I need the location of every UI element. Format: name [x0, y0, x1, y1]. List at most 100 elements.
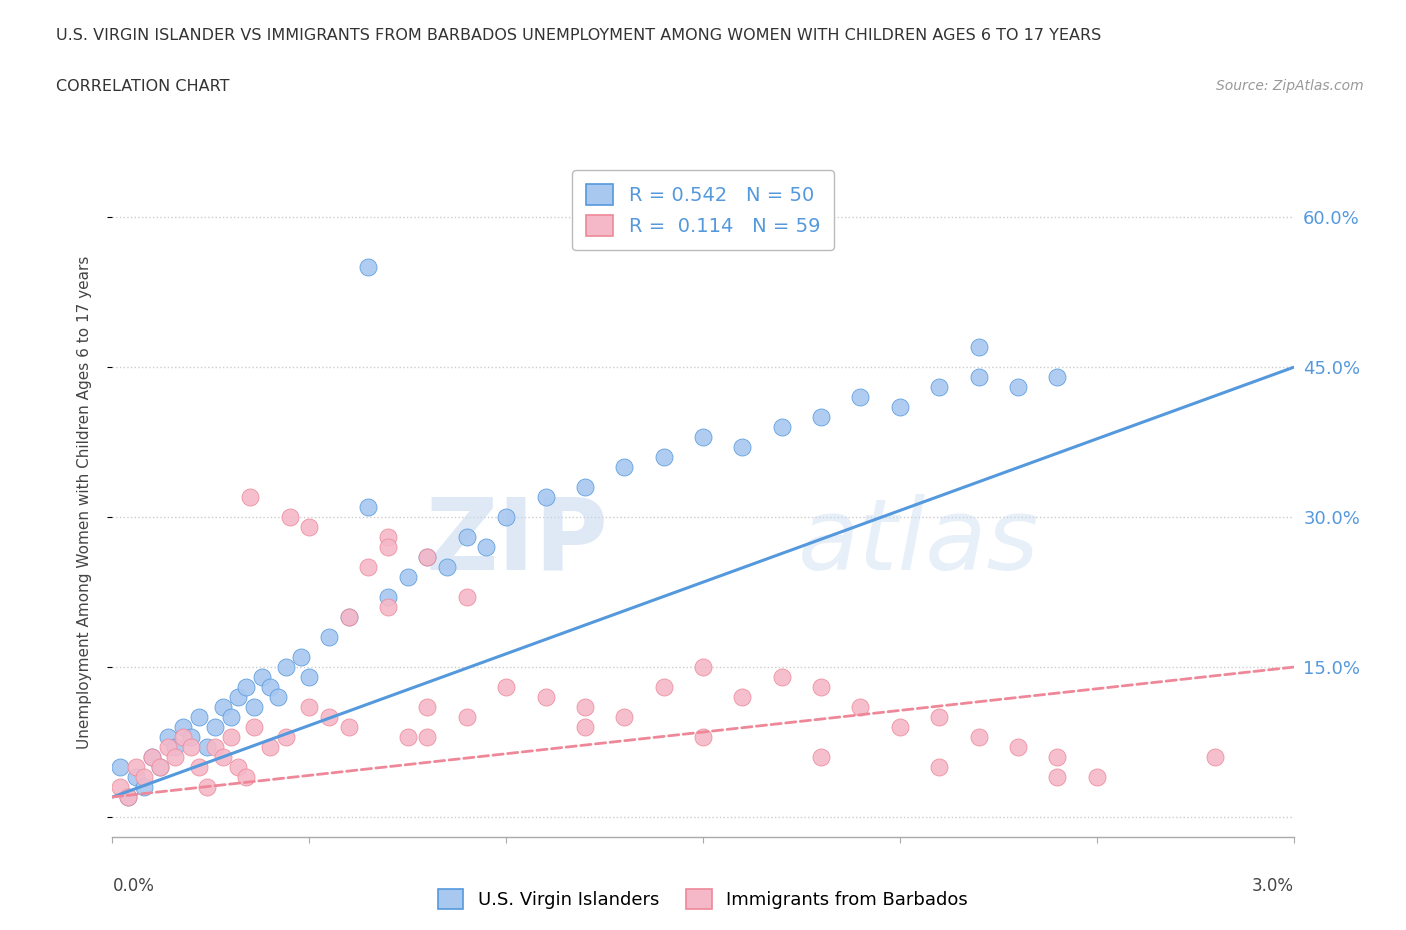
Point: [318, 630, 340, 644]
Point: [1046, 370, 1069, 385]
Point: [141, 750, 163, 764]
Point: [1085, 770, 1108, 785]
Point: [156, 739, 179, 754]
Point: [180, 730, 202, 745]
Point: [377, 590, 399, 604]
Point: [259, 739, 281, 754]
Point: [692, 730, 714, 745]
Point: [928, 760, 950, 775]
Point: [337, 610, 360, 625]
Point: [928, 710, 950, 724]
Point: [172, 730, 194, 745]
Point: [416, 730, 439, 745]
Text: ZIP: ZIP: [426, 494, 609, 591]
Point: [204, 739, 226, 754]
Point: [456, 530, 478, 545]
Point: [574, 720, 596, 735]
Point: [534, 490, 557, 505]
Point: [1046, 750, 1069, 764]
Point: [274, 730, 297, 745]
Point: [377, 600, 399, 615]
Point: [928, 379, 950, 394]
Point: [1046, 770, 1069, 785]
Point: [574, 480, 596, 495]
Point: [377, 539, 399, 554]
Point: [416, 550, 439, 565]
Point: [318, 710, 340, 724]
Point: [211, 699, 233, 714]
Point: [278, 510, 301, 525]
Point: [357, 560, 380, 575]
Point: [195, 779, 218, 794]
Point: [652, 680, 675, 695]
Point: [195, 739, 218, 754]
Point: [219, 730, 242, 745]
Point: [165, 750, 187, 764]
Point: [110, 760, 132, 775]
Point: [396, 570, 419, 585]
Point: [416, 699, 439, 714]
Point: [274, 659, 297, 674]
Point: [243, 699, 266, 714]
Point: [172, 720, 194, 735]
Point: [416, 550, 439, 565]
Point: [731, 440, 754, 455]
Point: [1204, 750, 1226, 764]
Point: [132, 779, 155, 794]
Point: [125, 770, 148, 785]
Text: 0.0%: 0.0%: [112, 877, 155, 896]
Text: U.S. VIRGIN ISLANDER VS IMMIGRANTS FROM BARBADOS UNEMPLOYMENT AMONG WOMEN WITH C: U.S. VIRGIN ISLANDER VS IMMIGRANTS FROM …: [56, 28, 1101, 43]
Point: [770, 670, 793, 684]
Point: [456, 590, 478, 604]
Point: [1007, 739, 1029, 754]
Point: [125, 760, 148, 775]
Point: [967, 370, 990, 385]
Point: [495, 680, 517, 695]
Point: [770, 419, 793, 434]
Point: [204, 720, 226, 735]
Point: [235, 680, 257, 695]
Point: [298, 670, 321, 684]
Point: [211, 750, 233, 764]
Point: [377, 530, 399, 545]
Legend: R = 0.542   N = 50, R =  0.114   N = 59: R = 0.542 N = 50, R = 0.114 N = 59: [572, 170, 834, 250]
Point: [180, 739, 202, 754]
Point: [692, 659, 714, 674]
Point: [613, 459, 636, 474]
Text: atlas: atlas: [797, 494, 1039, 591]
Point: [652, 450, 675, 465]
Legend: U.S. Virgin Islanders, Immigrants from Barbados: U.S. Virgin Islanders, Immigrants from B…: [432, 882, 974, 916]
Point: [298, 520, 321, 535]
Point: [810, 410, 832, 425]
Point: [810, 750, 832, 764]
Point: [243, 720, 266, 735]
Point: [849, 699, 872, 714]
Point: [149, 760, 172, 775]
Point: [475, 539, 498, 554]
Point: [337, 610, 360, 625]
Point: [228, 690, 250, 705]
Point: [889, 400, 911, 415]
Point: [149, 760, 172, 775]
Point: [188, 760, 211, 775]
Point: [613, 710, 636, 724]
Point: [250, 670, 273, 684]
Point: [810, 680, 832, 695]
Point: [239, 490, 262, 505]
Point: [298, 699, 321, 714]
Text: Source: ZipAtlas.com: Source: ZipAtlas.com: [1216, 79, 1364, 93]
Point: [117, 790, 139, 804]
Point: [267, 690, 290, 705]
Point: [165, 739, 187, 754]
Point: [436, 560, 458, 575]
Point: [849, 390, 872, 405]
Point: [235, 770, 257, 785]
Point: [188, 710, 211, 724]
Point: [156, 730, 179, 745]
Point: [967, 339, 990, 354]
Point: [456, 710, 478, 724]
Point: [228, 760, 250, 775]
Text: 3.0%: 3.0%: [1251, 877, 1294, 896]
Point: [259, 680, 281, 695]
Text: CORRELATION CHART: CORRELATION CHART: [56, 79, 229, 94]
